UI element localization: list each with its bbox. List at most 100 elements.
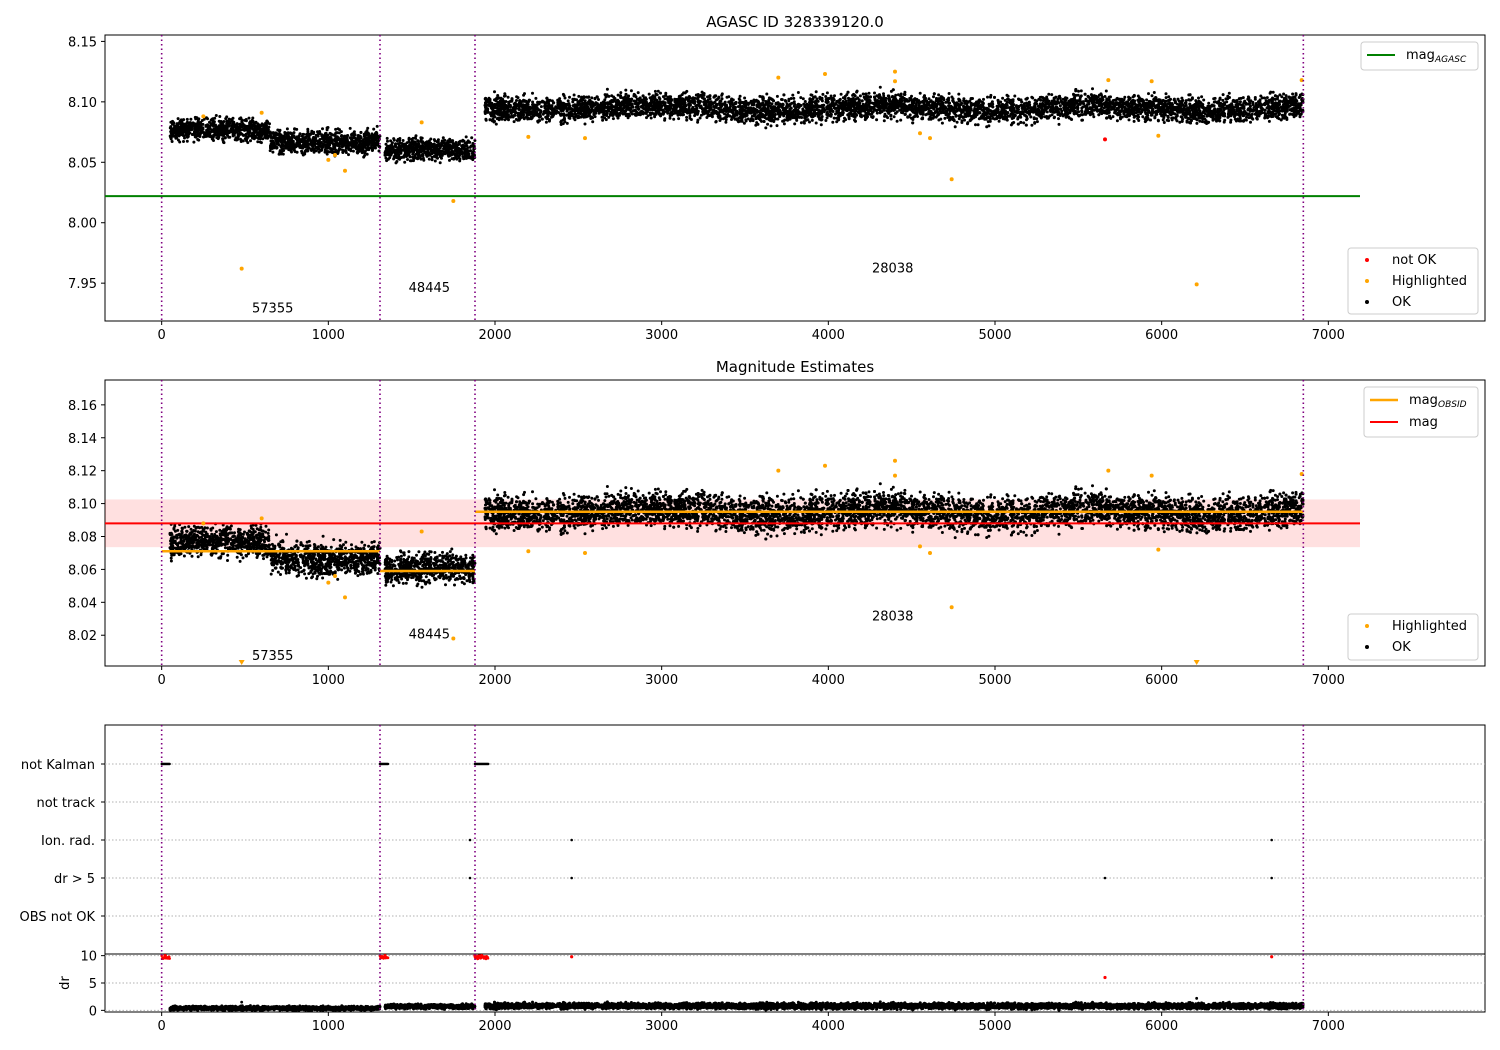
ok-point — [202, 135, 205, 139]
ok-point — [387, 152, 391, 156]
ok-point — [226, 133, 229, 137]
ok-point — [264, 134, 268, 138]
ok-point — [653, 89, 657, 93]
ok-point — [340, 134, 344, 137]
ok-point — [1249, 120, 1252, 124]
ok-point — [317, 150, 321, 154]
ok-point — [284, 142, 288, 146]
ok-point — [262, 132, 266, 136]
ok-point — [348, 126, 352, 130]
ok-point — [1291, 92, 1295, 96]
ok-point — [407, 136, 411, 140]
ok-point — [225, 131, 229, 135]
ok-point — [229, 127, 233, 131]
ok-point — [366, 141, 370, 145]
ok-point — [370, 136, 374, 140]
ok-point — [605, 87, 609, 91]
ok-point — [403, 146, 407, 150]
ok-point — [317, 140, 321, 144]
ok-point — [386, 139, 389, 143]
ok-point — [531, 91, 534, 95]
ok-point — [341, 150, 345, 154]
ok-point — [494, 122, 498, 126]
ok-point — [321, 134, 325, 138]
ok-point — [271, 140, 275, 144]
ok-point — [636, 91, 640, 95]
ok-point — [240, 120, 244, 124]
ok-point — [464, 156, 468, 160]
ok-point — [303, 142, 307, 146]
ok-point — [303, 149, 307, 153]
ok-point — [1031, 96, 1035, 100]
ok-point — [196, 129, 200, 133]
ok-point — [373, 132, 377, 135]
ok-point — [175, 136, 179, 140]
ok-point — [649, 116, 653, 120]
ok-point — [1077, 89, 1080, 93]
ok-point — [174, 133, 178, 137]
ok-point — [268, 122, 271, 126]
ok-point — [195, 133, 199, 137]
ok-point — [1265, 96, 1269, 100]
ok-point — [426, 144, 430, 147]
ok-point — [412, 159, 415, 163]
ok-point — [180, 120, 184, 124]
ok-point — [449, 144, 452, 147]
ok-point — [293, 127, 297, 131]
ok-point — [793, 122, 797, 126]
ok-point — [209, 134, 213, 138]
ok-point — [419, 136, 423, 140]
ok-point — [427, 139, 431, 143]
ok-point — [389, 139, 393, 143]
ok-point — [181, 129, 185, 133]
ok-point — [397, 155, 401, 159]
ok-point — [305, 134, 309, 138]
ok-point — [1227, 91, 1231, 95]
ok-point — [330, 149, 334, 153]
ok-point — [230, 119, 234, 123]
ok-point — [233, 124, 237, 128]
ok-point — [316, 147, 320, 151]
ok-point — [306, 127, 310, 131]
x-tick-label: 0 — [158, 328, 166, 343]
ok-point — [208, 127, 212, 131]
ok-point — [601, 115, 605, 119]
ok-point — [232, 133, 236, 137]
ok-point — [571, 100, 575, 104]
ok-point — [424, 150, 428, 154]
ok-point — [408, 159, 412, 163]
ok-point — [363, 150, 367, 153]
ok-point — [243, 125, 247, 129]
ok-point — [394, 142, 398, 146]
ok-point — [465, 144, 469, 148]
ok-point — [249, 139, 252, 143]
ok-point — [440, 142, 444, 146]
ok-point — [336, 127, 340, 131]
ok-point — [224, 124, 228, 128]
ok-point — [440, 139, 444, 143]
ok-point — [223, 136, 227, 140]
ok-point — [321, 127, 324, 131]
ok-point — [211, 136, 215, 139]
ok-point — [414, 136, 418, 140]
ok-point — [782, 122, 786, 126]
y-tick-label: 8.15 — [68, 35, 97, 50]
ok-point — [236, 132, 240, 136]
ok-point — [437, 148, 441, 152]
ok-point — [467, 156, 471, 160]
ok-point — [406, 158, 409, 161]
ok-point — [240, 118, 244, 122]
ok-point — [1197, 96, 1200, 100]
ok-point — [1019, 115, 1023, 119]
ok-point — [185, 117, 189, 121]
ok-point — [394, 144, 398, 148]
ok-point — [360, 143, 364, 147]
ok-point — [244, 118, 248, 121]
ok-point — [464, 135, 468, 139]
ok-point — [202, 117, 206, 121]
ok-point — [297, 134, 301, 138]
ok-point — [248, 123, 252, 127]
ok-point — [539, 105, 543, 109]
ok-point — [214, 114, 218, 117]
ok-point — [371, 140, 375, 144]
